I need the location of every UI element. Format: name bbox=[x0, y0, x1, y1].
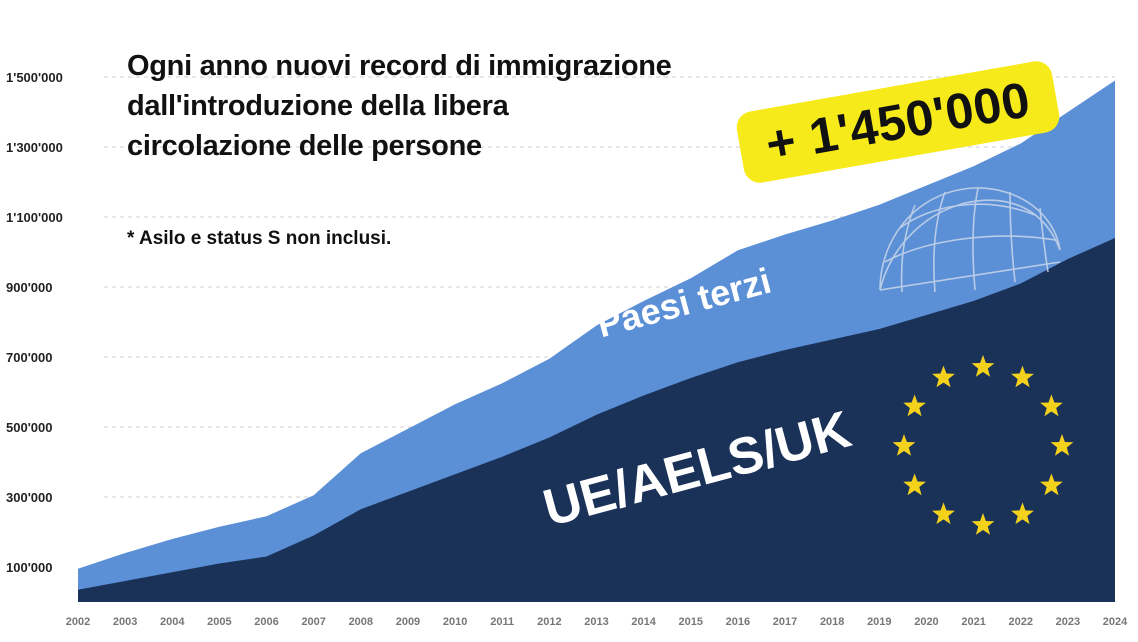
x-tick-label: 2021 bbox=[961, 616, 985, 628]
x-tick-label: 2015 bbox=[679, 616, 703, 628]
x-tick-label: 2020 bbox=[914, 616, 938, 628]
y-tick-label: 100'000 bbox=[6, 560, 52, 575]
x-tick-label: 2002 bbox=[66, 616, 90, 628]
x-tick-label: 2007 bbox=[301, 616, 325, 628]
y-tick-label: 900'000 bbox=[6, 280, 52, 295]
x-tick-label: 2005 bbox=[207, 616, 231, 628]
x-tick-label: 2018 bbox=[820, 616, 844, 628]
y-tick-label: 1'300'000 bbox=[6, 140, 63, 155]
x-tick-label: 2010 bbox=[443, 616, 467, 628]
eu-star bbox=[1011, 365, 1034, 388]
title-line-3: circolazione delle persone bbox=[127, 130, 482, 162]
y-tick-label: 1'100'000 bbox=[6, 210, 63, 225]
x-tick-label: 2009 bbox=[396, 616, 420, 628]
eu-star bbox=[932, 502, 955, 525]
x-tick-label: 2003 bbox=[113, 616, 137, 628]
x-tick-label: 2013 bbox=[584, 616, 608, 628]
title-line-2: dall'introduzione della libera bbox=[127, 90, 509, 122]
x-tick-label: 2017 bbox=[773, 616, 797, 628]
globe-icon bbox=[879, 187, 1061, 293]
y-tick-label: 500'000 bbox=[6, 420, 52, 435]
area-ue-aels-uk bbox=[78, 238, 1115, 602]
x-tick-label: 2023 bbox=[1056, 616, 1080, 628]
x-tick-label: 2016 bbox=[726, 616, 750, 628]
chart-title: Ogni anno nuovi record di immigrazione d… bbox=[127, 46, 767, 166]
y-tick-label: 300'000 bbox=[6, 490, 52, 505]
eu-star bbox=[892, 434, 916, 456]
x-tick-label: 2011 bbox=[490, 616, 514, 628]
chart-areas bbox=[78, 80, 1115, 602]
y-tick-label: 700'000 bbox=[6, 350, 52, 365]
eu-star bbox=[1011, 502, 1034, 525]
eu-star bbox=[932, 365, 955, 388]
x-axis-ticks: 2002 2003 2004 2005 2006 2007 2008 2009 2010 2011… bbox=[66, 616, 1128, 628]
x-tick-label: 2024 bbox=[1103, 616, 1128, 628]
eu-star bbox=[971, 513, 995, 535]
eu-star bbox=[1050, 434, 1074, 456]
x-tick-label: 2006 bbox=[254, 616, 278, 628]
y-axis-ticks: 100'000 300'000 500'000 700'000 900'000 1'100… bbox=[6, 70, 63, 575]
x-tick-label: 2014 bbox=[631, 616, 656, 628]
x-tick-label: 2022 bbox=[1008, 616, 1032, 628]
eu-stars-icon bbox=[892, 355, 1074, 535]
eu-star bbox=[1040, 394, 1063, 417]
eu-star bbox=[971, 355, 995, 377]
footnote: * Asilo e status S non inclusi. bbox=[127, 228, 392, 249]
x-tick-label: 2019 bbox=[867, 616, 891, 628]
eu-star bbox=[1040, 473, 1063, 496]
eu-star bbox=[903, 394, 926, 417]
y-tick-label: 1'500'000 bbox=[6, 70, 63, 85]
x-tick-label: 2012 bbox=[537, 616, 561, 628]
x-tick-label: 2004 bbox=[160, 616, 185, 628]
x-tick-label: 2008 bbox=[349, 616, 373, 628]
eu-star bbox=[903, 473, 926, 496]
title-line-1: Ogni anno nuovi record di immigrazione bbox=[127, 50, 672, 82]
